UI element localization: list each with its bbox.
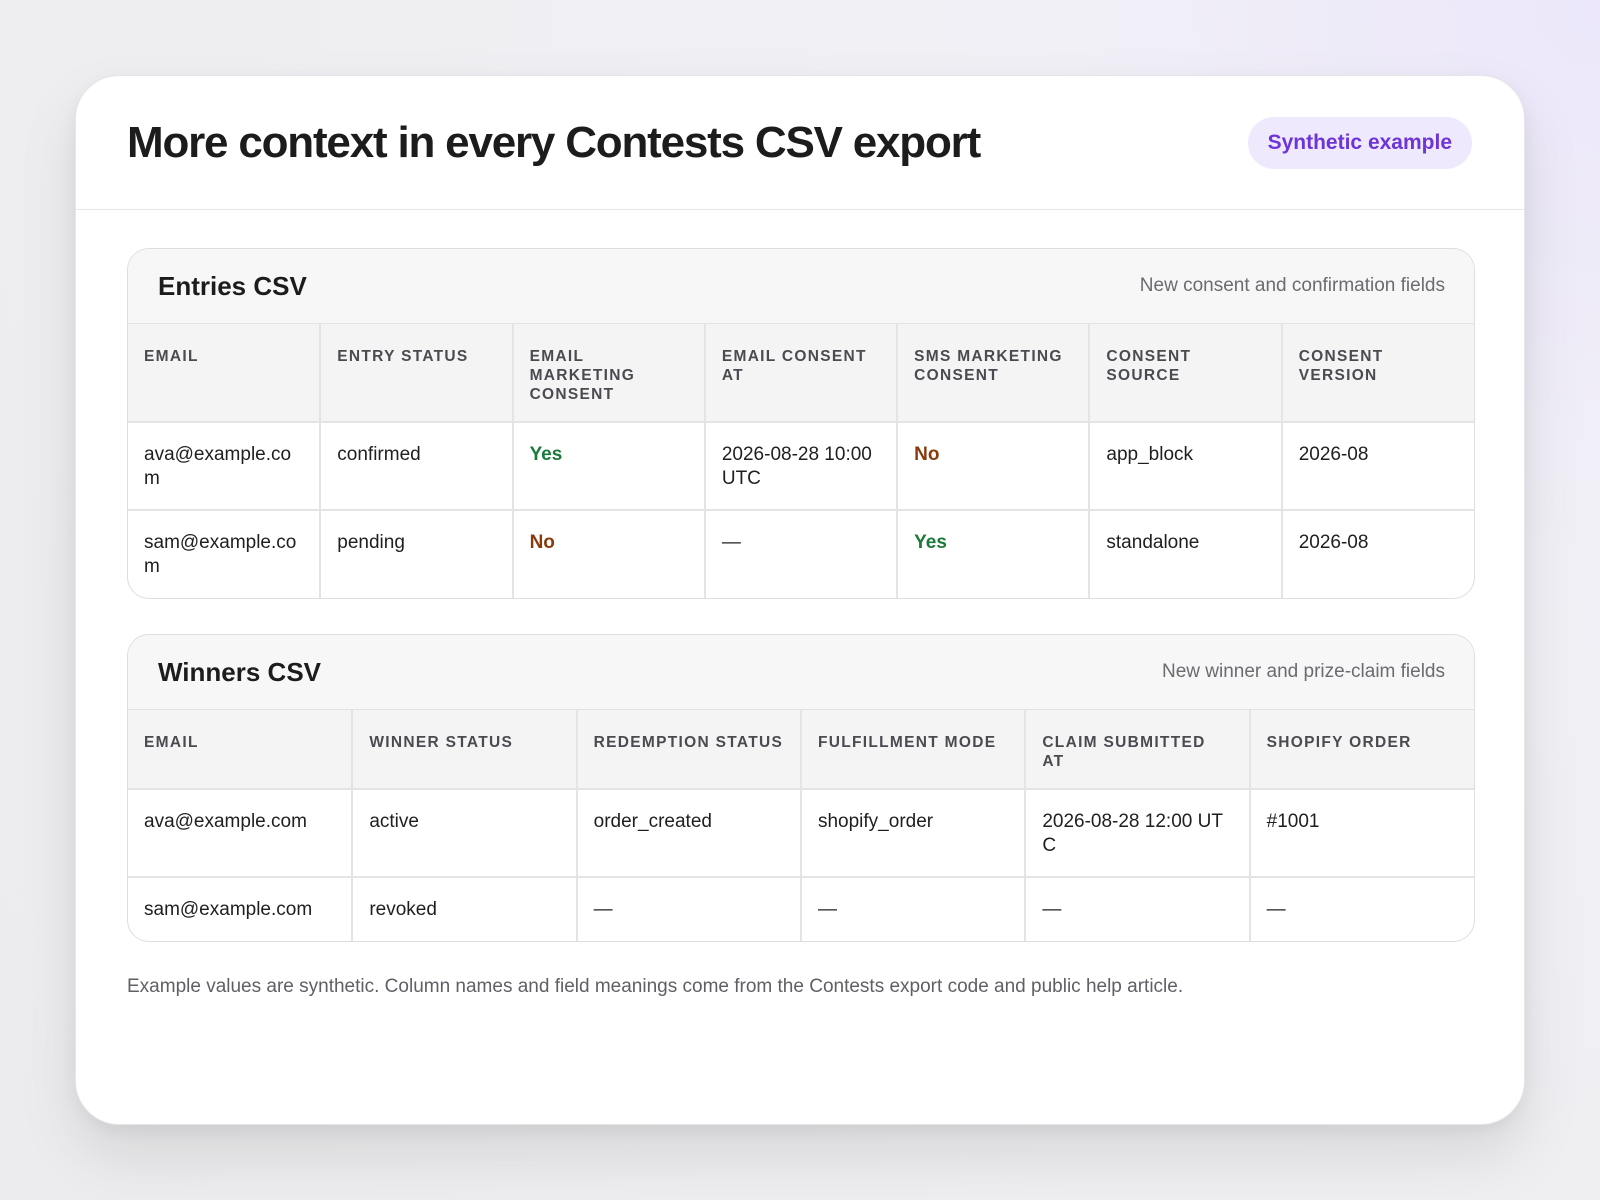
winners-table: Email Winner status Redemption status Fu… <box>128 710 1474 941</box>
column-header-email: Email <box>128 324 322 423</box>
synthetic-example-badge: Synthetic example <box>1247 116 1472 169</box>
column-header-email-consent-at: Email consent at <box>704 324 899 423</box>
cell-fulfillment-mode: shopify_order <box>800 789 1027 878</box>
card-header: More context in every Contests CSV expor… <box>76 76 1524 210</box>
cell-winner-status: active <box>352 789 578 878</box>
table-row: sam@example.com pending No — Yes standal… <box>128 510 1474 598</box>
column-header-entry-status: Entry status <box>320 324 514 423</box>
column-header-shopify-order: Shopify order <box>1249 710 1474 790</box>
cell-consent-version: 2026-08 <box>1298 532 1369 553</box>
cell-entry-status: pending <box>320 510 514 598</box>
entries-section-header: Entries CSV New consent and confirmation… <box>128 249 1474 324</box>
cell-shopify-order: #1001 <box>1249 789 1474 878</box>
cell-email-marketing-consent: Yes <box>512 422 706 511</box>
cell-consent-version: 2026-08 <box>1281 422 1474 511</box>
column-header-email: Email <box>128 710 354 790</box>
table-row: ava@example.com confirmed Yes 2026-08-28… <box>128 422 1474 511</box>
column-header-email-marketing-consent: Email marketing consent <box>512 324 706 423</box>
cell-email: sam@example.com <box>128 877 354 941</box>
entries-table: Email Entry status Email marketing conse… <box>128 324 1474 598</box>
winners-section-subtitle: New winner and prize-claim fields <box>1162 661 1445 682</box>
column-header-consent-version: Consent version <box>1281 324 1474 423</box>
column-header-redemption-status: Redemption status <box>576 710 802 790</box>
table-header-row: Email Winner status Redemption status Fu… <box>128 710 1474 790</box>
winners-section-title: Winners CSV <box>158 656 322 687</box>
cell-redemption-status: — <box>576 877 802 941</box>
table-row: ava@example.com active order_created sho… <box>128 789 1474 878</box>
winners-csv-section: Winners CSV New winner and prize-claim f… <box>127 634 1475 942</box>
cell-consent-source: app_block <box>1089 422 1283 511</box>
page-title: More context in every Contests CSV expor… <box>127 117 981 167</box>
cell-shopify-order: — <box>1266 899 1286 920</box>
export-card: More context in every Contests CSV expor… <box>75 75 1525 1125</box>
column-header-fulfillment-mode: Fulfillment mode <box>800 710 1027 790</box>
table-row: sam@example.com revoked — — — — <box>128 877 1474 941</box>
cell-winner-status: revoked <box>352 877 578 941</box>
cell-claim-submitted-at: 2026-08-28 12:00 UTC <box>1025 789 1251 878</box>
column-header-consent-source: Consent source <box>1089 324 1283 423</box>
cell-entry-status: confirmed <box>320 422 514 511</box>
cell-email-consent-at: 2026-08-28 10:00 UTC <box>704 422 899 511</box>
cell-sms-marketing-consent: No <box>897 422 1091 511</box>
cell-email: sam@example.com <box>128 510 322 598</box>
footnote: Example values are synthetic. Column nam… <box>127 976 1184 997</box>
column-header-claim-submitted-at: Claim submitted at <box>1025 710 1251 790</box>
cell-email: ava@example.com <box>128 789 354 878</box>
column-header-sms-marketing-consent: SMS marketing consent <box>897 324 1091 423</box>
entries-section-title: Entries CSV <box>158 270 307 301</box>
cell-email-marketing-consent: No <box>512 510 706 598</box>
table-header-row: Email Entry status Email marketing conse… <box>128 324 1474 423</box>
cell-consent-source: standalone <box>1089 510 1283 598</box>
cell-claim-submitted-at: — <box>1025 877 1251 941</box>
entries-csv-section: Entries CSV New consent and confirmation… <box>127 248 1475 599</box>
entries-section-subtitle: New consent and confirmation fields <box>1139 275 1445 296</box>
winners-section-header: Winners CSV New winner and prize-claim f… <box>128 635 1474 710</box>
cell-fulfillment-mode: — <box>800 877 1027 941</box>
cell-email: ava@example.com <box>128 422 322 511</box>
column-header-winner-status: Winner status <box>352 710 578 790</box>
cell-email-consent-at: — <box>704 510 899 598</box>
cell-redemption-status: order_created <box>576 789 802 878</box>
cell-sms-marketing-consent: Yes <box>897 510 1091 598</box>
